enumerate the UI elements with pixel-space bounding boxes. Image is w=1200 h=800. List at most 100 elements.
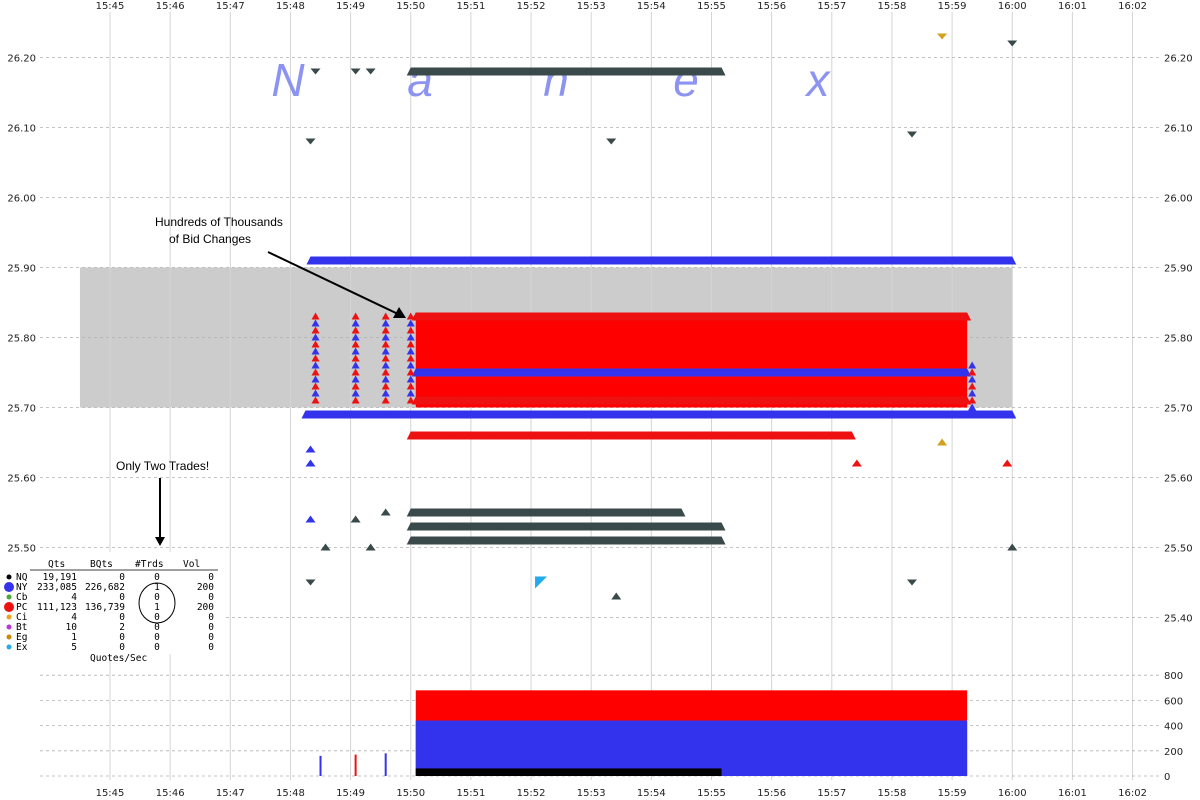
volume-panel: 800 600 400 200 0 xyxy=(40,671,1183,783)
x-tick-label-bottom: 15:54 xyxy=(637,788,666,799)
x-tick-label-top: 15:50 xyxy=(396,1,425,12)
isolated-quote-marker xyxy=(1007,543,1018,551)
bid-quote-marker xyxy=(430,256,439,265)
bid-quote-marker xyxy=(406,431,415,440)
bid-quote-marker xyxy=(406,508,415,517)
bid-quote-marker xyxy=(647,431,656,440)
trades-highlight-circle xyxy=(138,582,176,624)
bid-quote-marker xyxy=(454,368,463,377)
volume-tick-label: 600 xyxy=(1164,696,1183,707)
bid-quote-marker xyxy=(539,522,548,531)
y-tick-label-left: 26.00 xyxy=(7,194,36,205)
annotation-bid-changes-line2: of Bid Changes xyxy=(169,232,251,246)
bid-quote-marker xyxy=(717,536,726,545)
exchange-code: NY xyxy=(16,582,28,593)
bid-quote-marker xyxy=(539,368,548,377)
x-tick-label-bottom: 15:56 xyxy=(757,788,786,799)
quote-count: 4 xyxy=(71,592,77,603)
bid-quote-marker xyxy=(426,410,435,419)
x-tick-label-bottom: 15:53 xyxy=(577,788,606,799)
isolated-quote-marker xyxy=(851,459,862,467)
bid-quote-marker xyxy=(835,312,844,321)
early-quote-column-marker xyxy=(351,396,360,404)
bid-quote-marker xyxy=(406,536,415,545)
bid-quote-marker xyxy=(884,256,893,265)
early-quote-column-marker xyxy=(406,361,415,369)
exchange-color-dot xyxy=(4,602,14,612)
x-tick-label-top: 15:52 xyxy=(517,1,546,12)
y-tick-label-right: 25.70 xyxy=(1164,404,1193,415)
bid-quote-marker xyxy=(581,312,590,321)
early-quote-column-marker xyxy=(311,340,320,348)
bid-quote-marker xyxy=(673,522,682,531)
bid-quote-marker xyxy=(751,312,760,321)
early-quote-column-marker xyxy=(311,333,320,341)
bid-quote-marker xyxy=(966,256,975,265)
early-quote-column-marker xyxy=(351,354,360,362)
stats-header-trds: #Trds xyxy=(135,559,164,570)
bid-quote-marker xyxy=(306,256,315,265)
early-quote-column-marker xyxy=(406,375,415,383)
quote-count: 10 xyxy=(66,622,78,633)
bid-quote-count: 0 xyxy=(119,592,125,603)
bid-quote-marker xyxy=(878,368,887,377)
x-tick-label-top: 15:56 xyxy=(757,1,786,12)
early-quote-column-marker xyxy=(381,375,390,383)
isolated-quote-marker xyxy=(606,138,617,145)
trade-count: 1 xyxy=(154,582,160,593)
y-tick-label-left: 25.50 xyxy=(7,544,36,555)
bid-quote-marker xyxy=(847,431,856,440)
exchange-code: Bt xyxy=(16,622,27,633)
early-quote-column-marker xyxy=(311,319,320,327)
bid-flood-block xyxy=(415,316,968,408)
early-quote-column-marker xyxy=(311,312,320,320)
y-tick-label-right: 25.90 xyxy=(1164,264,1193,275)
y-tick-label-right: 26.00 xyxy=(1164,194,1193,205)
bid-quote-marker xyxy=(835,368,844,377)
watermark-letter: e xyxy=(673,54,699,106)
quote-count: 233,085 xyxy=(37,582,77,593)
bid-quote-marker xyxy=(920,312,929,321)
bid-quote-marker xyxy=(673,536,682,545)
bid-quote-marker xyxy=(509,410,518,419)
late-quote-column-marker xyxy=(968,396,977,404)
volume-tick-label: 400 xyxy=(1164,722,1183,733)
isolated-quote-marker xyxy=(1007,40,1018,47)
early-quote-column-marker xyxy=(406,382,415,390)
isolated-quote-marker xyxy=(350,68,361,75)
bid-quote-marker xyxy=(581,396,590,405)
early-quote-column-marker xyxy=(381,389,390,397)
bid-series-band xyxy=(410,522,722,531)
bid-quote-marker xyxy=(451,536,460,545)
bid-quote-marker xyxy=(966,410,975,419)
bid-quote-marker xyxy=(623,312,632,321)
exchange-code: PC xyxy=(16,602,27,613)
y-tick-label-left: 26.20 xyxy=(7,54,36,65)
bid-quote-marker xyxy=(496,312,505,321)
exchange-color-dot xyxy=(6,624,12,630)
y-tick-label-right: 25.40 xyxy=(1164,614,1193,625)
x-tick-label-bottom: 15:55 xyxy=(697,788,726,799)
bid-quote-marker xyxy=(673,67,682,76)
x-tick-label-top: 15:49 xyxy=(336,1,365,12)
watermark-letter: x xyxy=(805,54,832,106)
bid-series-band xyxy=(415,368,968,377)
y-tick-label-right: 26.10 xyxy=(1164,124,1193,135)
x-tick-label-bottom: 15:46 xyxy=(156,788,185,799)
x-tick-label-top: 15:48 xyxy=(276,1,305,12)
late-quote-column-marker xyxy=(968,361,977,369)
isolated-quote-marker xyxy=(320,543,331,551)
exchange-color-dot xyxy=(4,582,14,592)
x-tick-label-bottom: 16:02 xyxy=(1118,788,1147,799)
bid-quote-count: 136,739 xyxy=(85,602,125,613)
early-quote-column-marker xyxy=(406,326,415,334)
y-tick-label-left: 26.10 xyxy=(7,124,36,135)
bid-quote-marker xyxy=(584,67,593,76)
early-quote-column-marker xyxy=(311,368,320,376)
isolated-quote-marker xyxy=(350,515,361,523)
early-quote-column-marker xyxy=(351,312,360,320)
x-tick-label-top: 15:53 xyxy=(577,1,606,12)
volume-value: 200 xyxy=(197,602,214,613)
x-tick-label-bottom: 15:51 xyxy=(456,788,485,799)
bid-quote-marker xyxy=(343,410,352,419)
